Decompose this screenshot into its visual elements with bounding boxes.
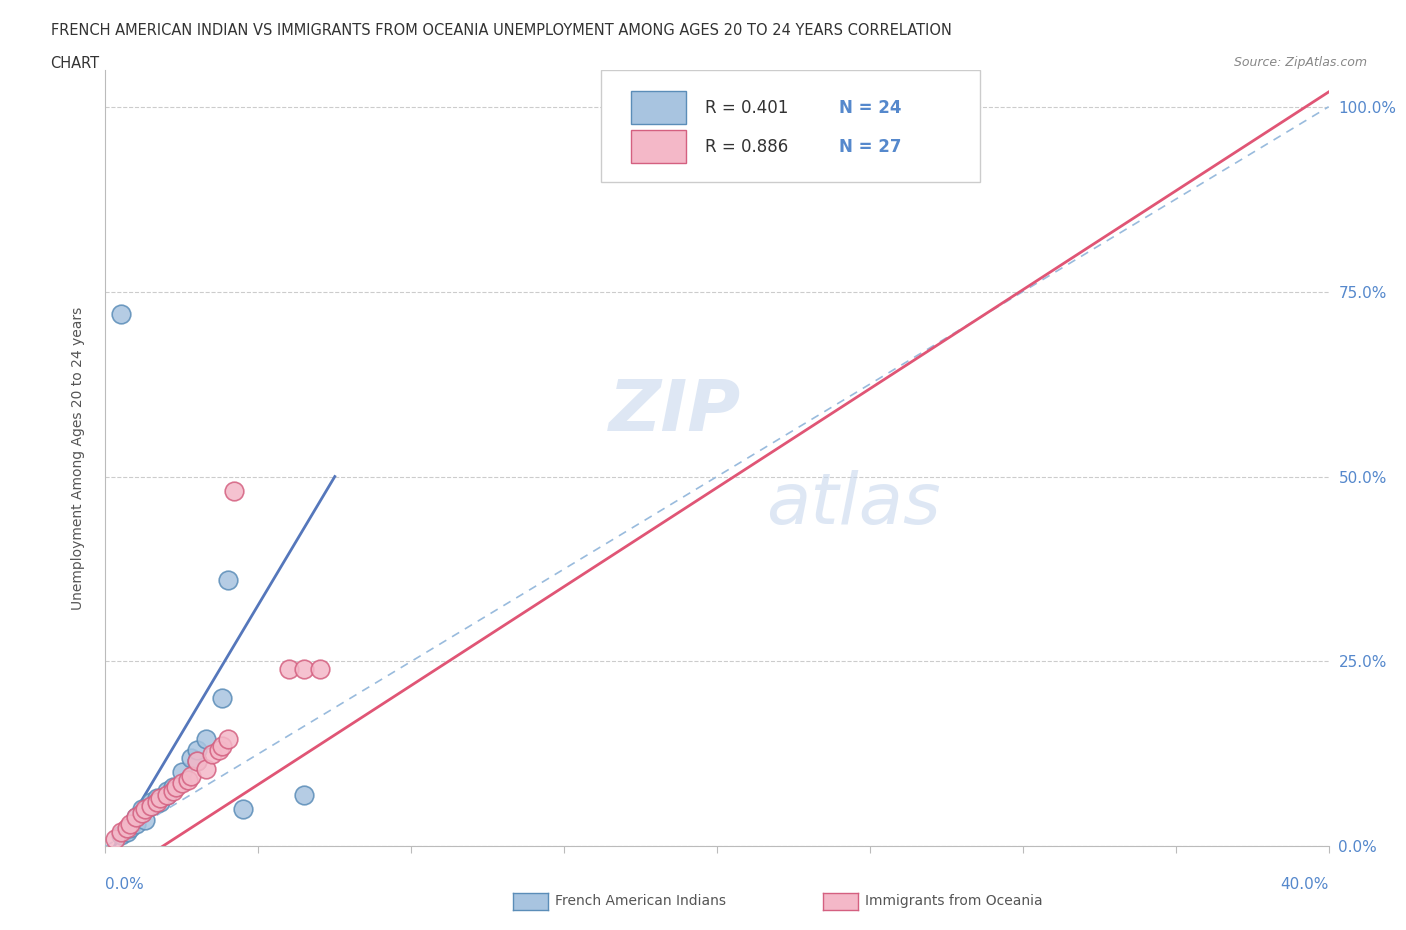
Point <box>232 802 254 817</box>
Point <box>149 790 172 805</box>
Point <box>278 661 301 676</box>
Point <box>118 817 141 831</box>
Point <box>186 754 208 769</box>
Point <box>162 783 184 798</box>
Point <box>141 798 163 813</box>
Point <box>131 802 153 817</box>
Point <box>155 787 177 802</box>
FancyBboxPatch shape <box>600 70 980 182</box>
Point <box>162 779 184 794</box>
Text: R = 0.401: R = 0.401 <box>704 99 789 117</box>
Point <box>125 817 148 831</box>
Point <box>125 809 148 824</box>
Text: atlas: atlas <box>766 471 941 539</box>
FancyBboxPatch shape <box>631 91 686 124</box>
Point <box>180 768 202 783</box>
Point <box>211 739 233 754</box>
Point <box>149 794 172 809</box>
Point <box>217 573 239 588</box>
Point <box>110 828 132 843</box>
Text: FRENCH AMERICAN INDIAN VS IMMIGRANTS FROM OCEANIA UNEMPLOYMENT AMONG AGES 20 TO : FRENCH AMERICAN INDIAN VS IMMIGRANTS FRO… <box>51 23 952 38</box>
Point <box>131 805 153 820</box>
Point <box>207 743 229 758</box>
Text: CHART: CHART <box>51 56 100 71</box>
Point <box>195 761 218 776</box>
Point <box>211 691 233 706</box>
Text: Immigrants from Oceania: Immigrants from Oceania <box>865 894 1042 909</box>
Point <box>141 798 163 813</box>
Point <box>222 484 245 498</box>
Text: 40.0%: 40.0% <box>1281 877 1329 892</box>
Point <box>155 783 177 798</box>
Point <box>125 809 148 824</box>
Point <box>292 787 315 802</box>
Point <box>186 743 208 758</box>
Point <box>292 661 315 676</box>
Text: N = 24: N = 24 <box>839 99 901 117</box>
Point <box>155 787 177 802</box>
Point <box>195 732 218 747</box>
Point <box>118 820 141 835</box>
Point <box>115 820 138 835</box>
Y-axis label: Unemployment Among Ages 20 to 24 years: Unemployment Among Ages 20 to 24 years <box>70 306 84 610</box>
Text: ZIP: ZIP <box>609 377 741 445</box>
Point <box>141 794 163 809</box>
Point <box>110 306 132 321</box>
Point <box>201 747 224 762</box>
Point <box>110 824 132 839</box>
Point <box>186 754 208 769</box>
Point <box>177 772 200 787</box>
Point <box>115 824 138 839</box>
Point <box>134 813 156 828</box>
Point <box>104 831 127 846</box>
Point <box>217 732 239 747</box>
Text: Source: ZipAtlas.com: Source: ZipAtlas.com <box>1233 56 1367 69</box>
Point <box>134 802 156 817</box>
Text: N = 27: N = 27 <box>839 138 901 155</box>
Point <box>146 794 169 809</box>
Point <box>170 776 193 790</box>
Point <box>146 790 169 805</box>
Point <box>308 661 330 676</box>
Text: R = 0.886: R = 0.886 <box>704 138 789 155</box>
Point <box>165 779 187 794</box>
Point <box>920 137 942 152</box>
Text: 0.0%: 0.0% <box>105 877 145 892</box>
Text: French American Indians: French American Indians <box>555 894 727 909</box>
Point <box>180 751 202 765</box>
Point <box>170 764 193 779</box>
FancyBboxPatch shape <box>631 130 686 163</box>
